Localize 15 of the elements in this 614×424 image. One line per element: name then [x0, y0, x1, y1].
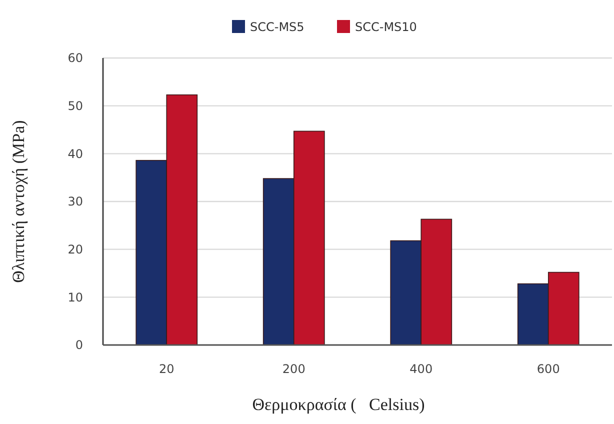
- y-tick-label: 20: [68, 242, 83, 257]
- x-tick-label: 600: [536, 362, 560, 376]
- y-tick-label: 0: [75, 338, 83, 352]
- y-tick-label: 50: [68, 99, 83, 114]
- y-tick-label: 60: [68, 51, 83, 66]
- x-tick-label: 200: [282, 362, 306, 376]
- y-tick-label: 10: [68, 290, 83, 304]
- y-tick-label: 30: [68, 194, 83, 209]
- legend-label: SCC-MS5: [250, 20, 304, 34]
- x-tick-label: 400: [410, 362, 433, 376]
- x-tick-label: 20: [158, 362, 174, 376]
- y-tick-label: 40: [68, 146, 83, 161]
- x-axis-title: Θερμοκρασία ( Celsius): [252, 395, 425, 414]
- legend-label: SCC-MS10: [355, 20, 417, 34]
- y-axis-title: Θλιπτική αντοχή (MPa): [9, 120, 28, 283]
